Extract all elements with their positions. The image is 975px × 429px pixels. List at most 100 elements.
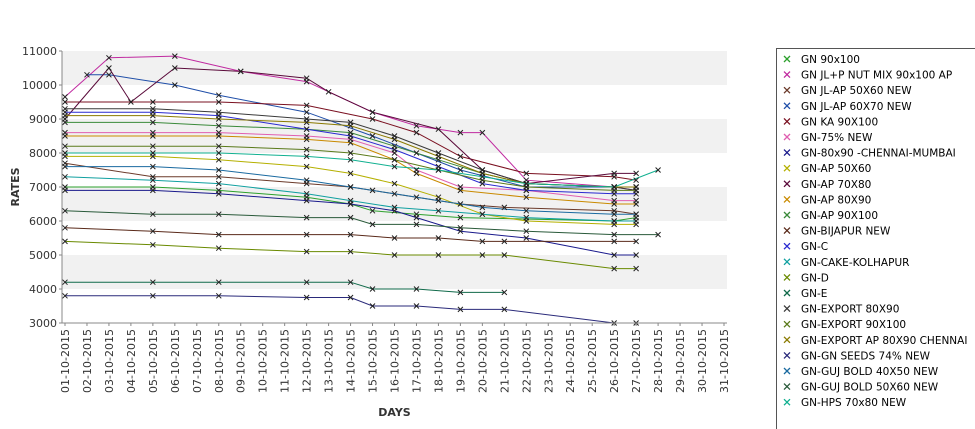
x-tick-label: 04-10-2015 [125,329,138,393]
data-point-marker [347,294,354,301]
data-point-marker [611,218,618,224]
data-point-marker [215,109,222,116]
data-point-marker [457,167,464,173]
data-point-marker [633,201,639,207]
legend-label: GN-AP 50X60 [801,163,871,175]
data-point-marker [303,126,310,133]
data-point-marker [62,150,68,156]
data-point-marker [150,119,156,126]
legend-item: GN-GUJ BOLD 40X50 NEW [783,366,939,378]
data-point-marker [391,235,398,241]
legend-label: GN-BIJAPUR NEW [801,226,891,238]
data-point-marker [633,184,639,190]
data-point-marker [457,129,464,136]
legend-label: GN-EXPORT 90X100 [801,319,906,331]
data-point-marker [655,167,661,173]
legend-marker [783,211,791,219]
data-point-marker [150,292,156,299]
data-point-marker [171,65,178,71]
y-tick-label: 6000 [29,215,57,228]
data-point-marker [62,279,68,286]
data-point-marker [369,303,376,309]
legend-label: GN-E [801,288,827,300]
data-point-marker [303,153,310,160]
x-tick-label: 30-10-2015 [696,329,709,393]
x-tick-label: 07-10-2015 [191,329,204,393]
data-point-marker [391,136,398,143]
x-tick-label: 15-10-2015 [367,329,380,393]
data-point-marker [106,71,112,78]
legend-item: GN-EXPORT AP 80X90 CHENNAI [783,335,967,347]
data-point-marker [62,94,68,100]
data-point-marker [391,146,398,153]
legend-marker [783,258,791,266]
x-tick-label: 13-10-2015 [323,329,336,393]
x-tick-label: 03-10-2015 [103,329,116,393]
legend-label: GN-C [801,241,828,253]
data-point-marker [611,265,618,272]
data-point-marker [325,88,332,95]
x-tick-label: 28-10-2015 [652,329,665,393]
data-point-marker [435,235,442,241]
data-point-marker [523,180,530,187]
data-point-marker [369,109,376,116]
legend-label: GN-CAKE-KOLHAPUR [801,257,909,269]
x-tick-label: 12-10-2015 [301,329,314,393]
data-point-marker [523,170,530,177]
data-point-marker [347,139,354,146]
data-point-marker [501,306,508,313]
legend-item: GN-E [783,288,827,300]
data-point-marker [457,153,464,160]
legend-item: GN-D [783,272,829,284]
data-point-marker [215,156,222,163]
legend-item: GN JL-AP 60X70 NEW [783,101,912,113]
axes: 3000 4000 5000 6000 7000 8000 9000 10000 11000 01… [22,45,731,393]
data-point-marker [303,146,310,153]
legend-marker [783,164,791,172]
legend-marker [783,227,791,235]
data-point-marker [215,122,222,129]
data-point-marker [457,214,464,221]
data-point-marker [413,303,420,309]
legend-item: GN-80x90 -CHENNAI-MUMBAI [783,148,956,160]
legend-label: GN-GUJ BOLD 50X60 NEW [801,382,939,394]
data-point-marker [303,279,310,286]
legend-marker [783,351,791,359]
legend-marker [783,336,791,344]
grid-band [62,51,727,85]
x-axis-title: DAYS [378,406,411,419]
data-point-marker [62,119,68,126]
x-tick-label: 08-10-2015 [213,329,226,393]
legend-item: GN-C [783,241,828,253]
data-point-marker [435,252,442,258]
data-point-marker [435,153,442,160]
data-point-marker [215,150,222,156]
x-tick-label: 19-10-2015 [454,329,467,393]
data-point-marker [611,211,618,218]
y-tick-label: 11000 [22,45,57,58]
data-point-marker [215,173,222,180]
legend-item: GN-AP 70X80 [783,179,871,191]
data-point-marker [303,119,310,126]
data-point-marker [215,92,222,99]
data-point-marker [150,133,156,139]
data-point-marker [84,71,90,78]
legend-marker [783,55,791,63]
data-point-marker [633,170,639,177]
data-point-marker [150,105,156,112]
x-tick-label: 01-10-2015 [59,329,72,393]
legend-marker [783,242,791,250]
x-tick-label: 10-10-2015 [257,329,270,393]
legend-label: GN JL+P NUT MIX 90x100 AP [801,70,952,82]
y-tick-label: 9000 [29,113,57,126]
x-tick-label: 18-10-2015 [432,329,445,393]
data-point-marker [150,143,156,150]
legend-item: GN-GUJ BOLD 50X60 NEW [783,382,939,394]
legend-label: GN JL-AP 60X70 NEW [801,101,912,113]
data-point-marker [479,204,486,211]
data-point-marker [347,279,354,286]
data-point-marker [347,231,354,238]
legend-marker [783,117,791,125]
x-tick-label: 25-10-2015 [586,329,599,393]
